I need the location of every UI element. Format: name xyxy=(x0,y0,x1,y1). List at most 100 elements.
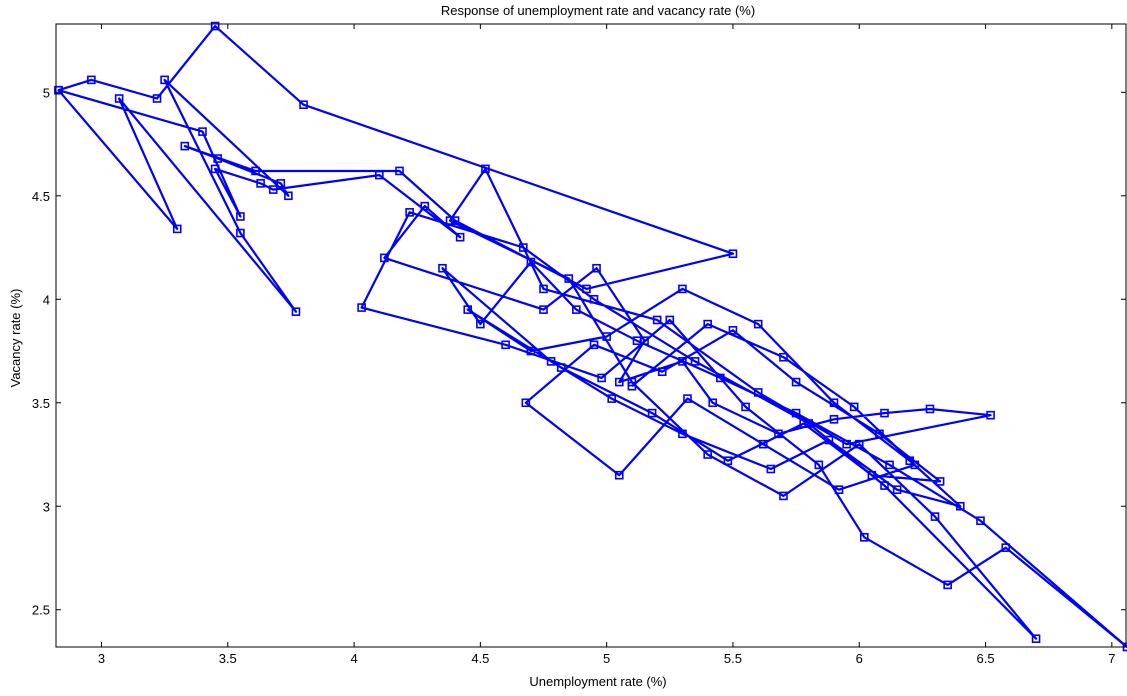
data-point xyxy=(678,284,687,294)
data-point xyxy=(476,319,485,329)
data-point xyxy=(450,216,460,225)
data-point xyxy=(834,485,844,494)
y-tick-label: 3.5 xyxy=(32,396,50,411)
y-tick-label: 5 xyxy=(43,85,50,100)
data-point xyxy=(842,439,851,449)
data-point xyxy=(885,460,894,470)
y-tick-label: 3 xyxy=(43,499,50,514)
data-point xyxy=(526,346,536,356)
data-point xyxy=(526,257,536,267)
data-point xyxy=(380,253,389,263)
data-point xyxy=(592,263,601,273)
data-point xyxy=(521,398,531,408)
data-point xyxy=(723,456,733,466)
data-point xyxy=(268,185,278,194)
data-point xyxy=(976,516,985,526)
data-point xyxy=(357,303,366,312)
data-point xyxy=(652,315,662,325)
data-point xyxy=(986,410,995,420)
data-point xyxy=(930,512,940,521)
data-point xyxy=(589,340,599,350)
data-point xyxy=(910,460,920,470)
data-point xyxy=(463,305,473,314)
data-point xyxy=(925,404,935,414)
data-point xyxy=(213,154,222,163)
data-point xyxy=(716,373,725,383)
data-point xyxy=(87,75,96,85)
data-point xyxy=(829,398,839,408)
x-tick-label: 3 xyxy=(98,651,105,666)
data-point xyxy=(791,408,801,418)
data-point xyxy=(114,94,124,103)
data-point xyxy=(774,429,783,439)
data-point xyxy=(728,249,738,259)
data-point xyxy=(814,460,824,470)
data-point xyxy=(395,166,404,176)
data-point xyxy=(779,352,788,362)
data-point xyxy=(284,191,293,201)
data-point xyxy=(955,501,965,511)
data-point xyxy=(880,408,889,418)
data-point xyxy=(849,402,859,412)
data-point xyxy=(753,388,763,397)
data-point xyxy=(602,332,611,341)
data-point xyxy=(678,429,687,439)
data-point xyxy=(54,85,63,95)
data-point xyxy=(438,263,447,273)
data-point xyxy=(829,415,839,424)
y-tick-label: 4 xyxy=(43,292,50,307)
data-point xyxy=(880,481,889,490)
data-point xyxy=(766,464,776,474)
data-point xyxy=(607,394,617,403)
data-point xyxy=(455,232,465,242)
data-point xyxy=(1031,634,1041,644)
data-point xyxy=(251,166,260,176)
data-point xyxy=(564,274,574,283)
chart-title: Response of unemployment rate and vacanc… xyxy=(441,3,755,18)
data-point xyxy=(375,170,384,180)
data-point xyxy=(632,336,642,345)
data-point xyxy=(420,201,430,211)
y-tick-label: 2.5 xyxy=(32,603,50,618)
data-point xyxy=(627,381,637,391)
x-axis-label: Unemployment rate (%) xyxy=(529,674,666,689)
data-point xyxy=(657,367,667,377)
data-point xyxy=(683,394,692,403)
data-point xyxy=(236,212,245,221)
data-point xyxy=(779,491,788,501)
x-tick-label: 5.5 xyxy=(724,651,742,666)
data-point xyxy=(860,533,869,542)
data-point xyxy=(299,100,308,110)
data-point xyxy=(445,216,455,225)
data-point xyxy=(539,305,548,314)
data-point xyxy=(943,580,952,590)
data-point xyxy=(597,373,606,383)
x-tick-label: 6 xyxy=(856,651,863,666)
data-point xyxy=(539,284,548,294)
data-point xyxy=(256,179,265,188)
y-axis-label: Vacancy rate (%) xyxy=(8,289,23,388)
data-point xyxy=(892,485,902,494)
data-point xyxy=(405,208,414,217)
data-point xyxy=(210,164,220,174)
x-tick-label: 4.5 xyxy=(471,651,489,666)
data-point xyxy=(276,179,286,188)
data-point xyxy=(481,164,490,174)
plot-marks xyxy=(54,21,1127,652)
data-point xyxy=(614,470,624,480)
data-point xyxy=(690,357,700,366)
data-point xyxy=(875,429,884,439)
y-axis-ticks: 2.5 3 3.5 4 4.5 5 xyxy=(32,85,1126,618)
x-axis-ticks: 3 3.5 4 4.5 5 5.5 6 6.5 7 xyxy=(98,24,1115,666)
data-point xyxy=(160,75,169,85)
data-point xyxy=(172,224,182,234)
data-point xyxy=(589,294,599,304)
data-point xyxy=(291,307,301,316)
data-point xyxy=(614,377,624,387)
data-point xyxy=(665,315,675,325)
data-point xyxy=(152,94,162,103)
data-point xyxy=(791,377,801,387)
data-point xyxy=(518,243,528,252)
data-point xyxy=(180,141,190,151)
